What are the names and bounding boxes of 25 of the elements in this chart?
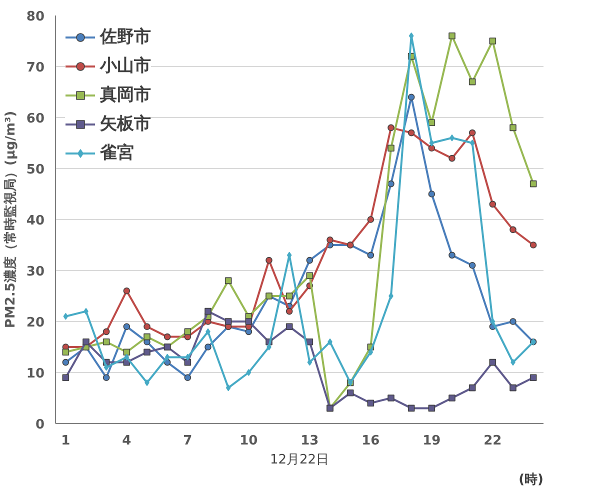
x-tick-label: 1: [61, 434, 70, 448]
x-tick-label: 16: [362, 434, 380, 448]
text: (時): [518, 472, 544, 487]
legend-label: 矢板市: [100, 113, 151, 135]
x-tick-label: 7: [183, 434, 192, 448]
x-axis-title: 12月22日: [270, 452, 330, 468]
x-tick-label: 22: [484, 434, 502, 448]
y-tick-label: 10: [26, 366, 45, 382]
y-tick-label: 60: [26, 112, 45, 126]
legend-label: 佐野市: [100, 26, 151, 48]
y-tick-label: 80: [26, 10, 45, 24]
y-tick-label: 50: [26, 162, 45, 178]
x-tick-label: 13: [300, 434, 319, 448]
y-tick-label: 30: [26, 264, 45, 280]
legend-label: 小山市: [100, 55, 151, 77]
x-tick-label: 4: [122, 434, 132, 448]
y-axis-title: PM2.5濃度（常時監視局）(μg/m³): [2, 110, 18, 328]
y-tick-label: 70: [26, 60, 45, 76]
x-tick-label: 10: [240, 434, 258, 448]
y-tick-label: 0: [35, 418, 44, 432]
y-tick-label: 40: [26, 214, 45, 228]
legend-label: 真岡市: [100, 84, 151, 106]
x-tick-label: 19: [422, 434, 441, 448]
y-tick-label: 20: [26, 316, 45, 330]
legend-label: 雀宮: [100, 142, 134, 164]
